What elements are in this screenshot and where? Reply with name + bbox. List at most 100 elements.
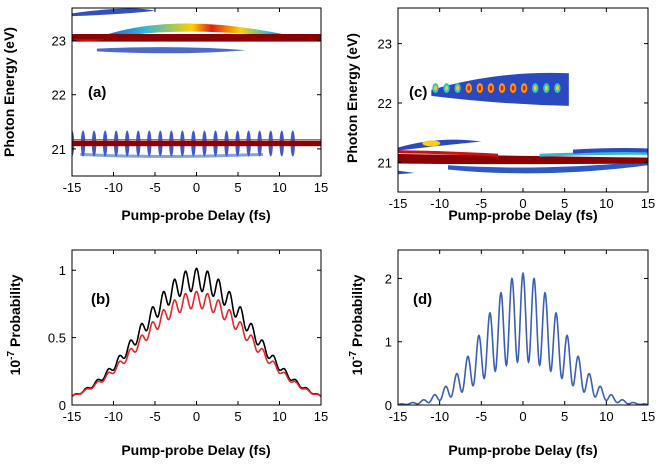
band-23-a: [72, 34, 321, 42]
fringe-core-c: [456, 85, 460, 91]
x-tick-label: -15: [63, 409, 82, 424]
y-tick-label: 22: [52, 88, 66, 103]
fringe-core-c: [556, 85, 559, 91]
x-tick-label: 15: [641, 409, 655, 424]
y-label-base-b: 10: [7, 360, 23, 376]
x-tick-label: 0: [193, 180, 200, 195]
fringe-core-c: [544, 85, 548, 91]
x-tick-label: -15: [389, 409, 408, 424]
x-tick-label: -10: [104, 180, 123, 195]
y-label-exp-d: -7: [348, 351, 359, 360]
lines-d: [397, 271, 649, 406]
heatmap-a-image: [72, 8, 321, 158]
y-axis-label-b: 10-7 Probability: [6, 274, 23, 375]
band-21-c: [398, 154, 648, 165]
x-tick-label: 15: [314, 409, 328, 424]
x-tick-label: 0: [519, 196, 526, 211]
panel-label-d: (d): [413, 291, 432, 308]
y-tick-label: 1: [385, 335, 392, 350]
x-tick-label: 5: [561, 409, 568, 424]
fringe-core-c: [434, 85, 437, 91]
x-tick-label: -10: [104, 409, 123, 424]
axes-ticks-c: -15 -10 -5 0 5 10 15 21 22 23: [378, 8, 655, 211]
panel-c: -15 -10 -5 0 5 10 15 21 22 23 (c) Pump-probe Dela…: [344, 7, 655, 223]
y-tick-label: 0: [59, 398, 66, 413]
fringe-core-c: [533, 85, 537, 91]
fringe-core-c: [478, 85, 482, 91]
y-tick-label: 23: [52, 34, 66, 49]
y-label-text-b: Probability: [7, 274, 23, 347]
band-21-a: [72, 140, 321, 147]
series-line-1: [71, 290, 322, 398]
upper-arc-a: [96, 23, 288, 41]
x-tick-label: 0: [193, 409, 200, 424]
lower-arc-a: [96, 47, 247, 54]
corner-c: [398, 170, 415, 175]
panel-label-a: (a): [88, 84, 106, 101]
x-tick-label: -5: [476, 196, 488, 211]
x-tick-label: 5: [234, 180, 241, 195]
panel-d: -15 -10 -5 0 5 10 15 0 1 2 (d) Pump-probe Delay (…: [348, 249, 655, 458]
lower-arc-c: [448, 161, 648, 174]
lines-b: [71, 267, 322, 398]
panel-b: -15 -10 -5 0 5 10 15 0 0.5 1 (b) Pump-probe Delay…: [6, 249, 328, 458]
y-label-text-d: Probability: [349, 274, 365, 347]
fringe-core-c: [467, 85, 471, 91]
axes-frame-b: [71, 249, 322, 406]
x-tick-label: -10: [430, 196, 449, 211]
axes-ticks-b: -15 -10 -5 0 5 10 15 0 0.5 1: [48, 250, 328, 424]
x-tick-label: -5: [149, 409, 161, 424]
upper-side-arc-c: [398, 139, 482, 151]
x-tick-label: 10: [599, 196, 613, 211]
series-line-0: [397, 271, 649, 406]
x-tick-label: -15: [389, 196, 408, 211]
y-axis-label-c: Photon Energy (eV): [344, 33, 360, 163]
x-axis-label-c: Pump-probe Delay (fs): [448, 207, 597, 223]
x-axis-label-b: Pump-probe Delay (fs): [121, 442, 270, 458]
y-tick-label: 0: [385, 398, 392, 413]
x-tick-label: -5: [476, 409, 488, 424]
x-tick-label: 10: [272, 180, 286, 195]
y-tick-label: 0.5: [48, 331, 66, 346]
band-edge-c: [398, 150, 499, 157]
x-tick-label: -5: [149, 180, 161, 195]
y-label-base-d: 10: [349, 360, 365, 376]
series-line-0: [71, 267, 322, 398]
fringe-core-c: [500, 85, 504, 91]
y-label-exp-b: -7: [6, 351, 17, 360]
fringe-core-c: [511, 85, 515, 91]
y-tick-label: 21: [378, 155, 392, 170]
panel-label-b: (b): [91, 291, 110, 308]
panel-a: -15 -10 -5 0 5 10 15 21 22 23 (a) Pump-probe Dela…: [1, 7, 328, 223]
axes-ticks-a: -15 -10 -5 0 5 10 15 21 22 23: [52, 8, 328, 195]
x-tick-label: 15: [641, 196, 655, 211]
x-tick-label: 5: [561, 196, 568, 211]
y-tick-label: 23: [378, 37, 392, 52]
axes-frame-a: [71, 7, 322, 177]
y-tick-label: 21: [52, 142, 66, 157]
panel-label-c: (c): [409, 84, 427, 101]
x-tick-label: 15: [314, 180, 328, 195]
axes-ticks-d: -15 -10 -5 0 5 10 15 0 1 2: [385, 250, 655, 424]
hot-spot-c: [422, 140, 441, 147]
band-upper-c: [539, 151, 648, 157]
x-tick-label: -15: [63, 180, 82, 195]
heatmap-c-image: [398, 72, 648, 175]
y-axis-label-d: 10-7 Probability: [348, 274, 365, 375]
x-tick-label: 0: [519, 409, 526, 424]
y-tick-label: 22: [378, 96, 392, 111]
x-tick-label: 10: [272, 409, 286, 424]
x-tick-label: 10: [599, 409, 613, 424]
fringe-core-c: [489, 85, 493, 91]
x-axis-label-d: Pump-probe Delay (fs): [448, 442, 597, 458]
fringe-core-c: [522, 85, 526, 91]
top-streak-a: [72, 8, 155, 17]
fringe-tail-a: [80, 152, 263, 158]
y-axis-label-a: Photon Energy (eV): [1, 27, 17, 157]
band-edge-a: [72, 39, 106, 42]
y-tick-label: 1: [59, 263, 66, 278]
band-outer-c: [572, 148, 648, 154]
fringe-core-c: [445, 85, 448, 91]
x-tick-label: 5: [234, 409, 241, 424]
